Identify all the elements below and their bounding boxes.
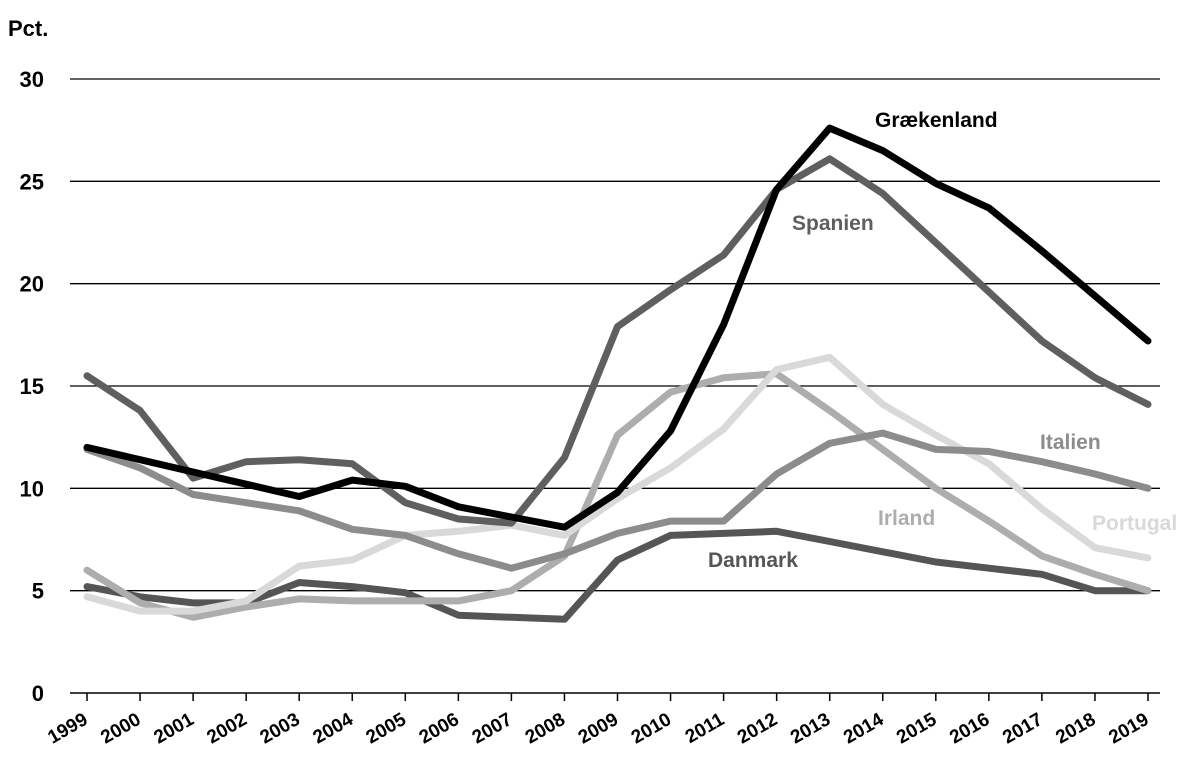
x-tick-label-2017: 2017 [999, 709, 1046, 748]
x-tick-label-2018: 2018 [1052, 709, 1099, 748]
x-tick-label-2005: 2005 [363, 709, 410, 749]
x-tick-label-2007: 2007 [469, 709, 516, 748]
y-tick-label-15: 15 [20, 374, 44, 399]
x-tick-label-2019: 2019 [1105, 709, 1152, 748]
series-lines [83, 124, 1152, 623]
x-axis: 1999 2000 2001 2002 2003 2004 2005 2006 2007 2008… [44, 692, 1160, 749]
series-labels: Grækenland Spanien Italien Irland Portugal Da… [708, 109, 1177, 572]
series-label-grækenland: Grækenland [875, 109, 998, 132]
x-tick-label-2010: 2010 [628, 709, 675, 748]
x-tick-label-2001: 2001 [150, 709, 197, 749]
series-label-italien: Italien [1040, 431, 1101, 454]
y-axis-ticks: 0 5 10 15 20 25 30 [20, 67, 44, 706]
x-tick-label-2012: 2012 [734, 709, 781, 748]
x-tick-label-2002: 2002 [204, 709, 251, 748]
x-tick-label-2004: 2004 [310, 709, 357, 749]
series-label-irland: Irland [878, 507, 935, 530]
x-tick-label-2013: 2013 [787, 709, 834, 748]
x-tick-label-2011: 2011 [682, 709, 729, 748]
series-label-danmark: Danmark [708, 549, 798, 572]
series-label-portugal: Portugal [1092, 512, 1177, 535]
y-tick-label-25: 25 [20, 169, 44, 194]
x-tick-label-2006: 2006 [416, 709, 463, 748]
x-tick-label-2009: 2009 [575, 709, 622, 748]
x-tick-label-2003: 2003 [257, 709, 304, 748]
y-tick-label-30: 30 [20, 67, 44, 92]
x-tick-label-1999: 1999 [44, 709, 91, 748]
x-tick-label-2000: 2000 [97, 709, 144, 748]
series-line-italien [83, 429, 1152, 572]
series-line-grækenland [83, 124, 1152, 531]
y-tick-label-0: 0 [32, 681, 44, 706]
series-label-spanien: Spanien [792, 212, 874, 235]
y-tick-label-5: 5 [32, 579, 44, 604]
y-tick-label-10: 10 [20, 476, 44, 501]
x-tick-label-2016: 2016 [946, 709, 993, 748]
series-line-irland [83, 370, 1152, 621]
series-line-danmark [83, 527, 1152, 623]
y-tick-label-20: 20 [20, 272, 44, 297]
y-axis-unit-label: Pct. [8, 16, 48, 41]
series-line-spanien [83, 155, 1152, 527]
x-tick-label-2015: 2015 [893, 709, 940, 749]
x-tick-label-2014: 2014 [840, 709, 887, 749]
x-tick-label-2008: 2008 [522, 709, 569, 748]
